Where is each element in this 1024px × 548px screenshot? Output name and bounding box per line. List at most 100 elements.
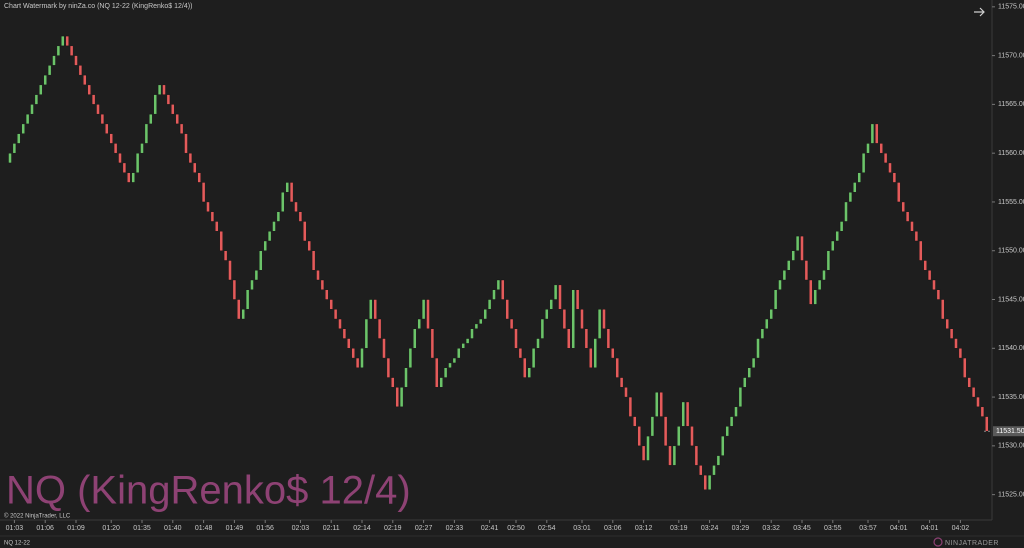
brick	[109, 133, 113, 144]
brick	[703, 474, 707, 490]
brick	[245, 289, 250, 310]
brick	[875, 123, 879, 144]
brick	[584, 328, 589, 349]
brick	[633, 416, 637, 427]
x-tick-label: 03:45	[793, 525, 811, 532]
brick	[681, 401, 685, 427]
brick	[479, 318, 483, 325]
logo-icon	[933, 537, 943, 547]
brick	[74, 55, 78, 66]
brick	[355, 357, 360, 369]
brick	[43, 74, 47, 86]
brick	[443, 367, 448, 378]
brick	[219, 231, 223, 251]
brick	[914, 231, 919, 242]
brick	[659, 391, 663, 417]
x-tick-label: 02:33	[446, 525, 464, 532]
brick	[677, 426, 681, 447]
scroll-arrow[interactable]	[974, 7, 985, 17]
brick	[122, 162, 127, 173]
x-tick-label: 03:01	[573, 525, 591, 532]
brick	[738, 387, 743, 408]
brick	[853, 182, 857, 193]
brick	[879, 143, 883, 154]
brick	[289, 182, 294, 203]
brick	[276, 211, 281, 222]
brick	[685, 401, 690, 427]
brick	[421, 299, 426, 320]
brick	[105, 123, 109, 134]
brick	[496, 279, 501, 290]
brick	[514, 328, 518, 349]
brick	[725, 426, 729, 437]
brick	[527, 367, 531, 378]
brick	[901, 201, 905, 212]
brick	[386, 357, 391, 378]
brick	[30, 104, 34, 115]
brick	[773, 289, 778, 310]
y-tick-label: 11570.00	[998, 52, 1024, 59]
brick	[729, 416, 734, 427]
brick	[606, 328, 611, 349]
brick	[747, 367, 751, 378]
brick	[919, 240, 923, 261]
brick	[487, 299, 492, 310]
brick	[254, 270, 259, 281]
brick	[663, 416, 668, 447]
brick	[954, 338, 958, 349]
instrument-tab[interactable]: NQ 12-22	[4, 541, 31, 547]
brick	[113, 143, 118, 154]
x-tick-label: 04:01	[890, 525, 908, 532]
brick	[369, 299, 373, 320]
brick	[267, 231, 272, 242]
brick	[259, 250, 263, 271]
x-tick-label: 02:19	[384, 525, 402, 532]
brick	[52, 55, 56, 66]
brick	[743, 377, 747, 388]
brick	[765, 318, 769, 329]
brick	[615, 357, 619, 378]
brick	[430, 328, 435, 359]
brick	[593, 338, 597, 369]
brick	[351, 348, 355, 359]
brick	[945, 318, 949, 329]
x-tick-label: 03:06	[604, 525, 622, 532]
brick	[949, 328, 954, 339]
brick	[91, 94, 96, 105]
x-tick-label: 01:49	[226, 525, 244, 532]
brick	[707, 474, 712, 490]
brick	[549, 299, 553, 310]
brick	[17, 133, 21, 144]
brick	[778, 279, 782, 290]
brick	[184, 133, 188, 154]
brick	[910, 221, 914, 232]
brick	[518, 348, 523, 359]
brick	[980, 406, 985, 417]
brick	[21, 123, 25, 134]
brick	[712, 465, 716, 476]
brick	[329, 299, 333, 310]
brick	[197, 172, 201, 183]
brick	[637, 426, 641, 447]
brick	[404, 367, 408, 388]
brick	[391, 377, 395, 388]
brick	[892, 172, 897, 183]
brick	[338, 318, 342, 329]
brick	[69, 45, 74, 56]
brick	[140, 143, 144, 154]
brick	[795, 235, 800, 251]
brick	[941, 299, 945, 320]
brick	[294, 201, 298, 212]
brick	[655, 391, 659, 417]
brick	[83, 74, 87, 86]
brick	[201, 182, 206, 203]
brick	[47, 65, 52, 76]
brick	[721, 435, 725, 456]
brick	[571, 289, 575, 349]
brick	[483, 309, 487, 320]
brick	[624, 387, 628, 398]
brick	[166, 94, 171, 105]
brick	[923, 260, 927, 271]
brick	[56, 45, 61, 56]
